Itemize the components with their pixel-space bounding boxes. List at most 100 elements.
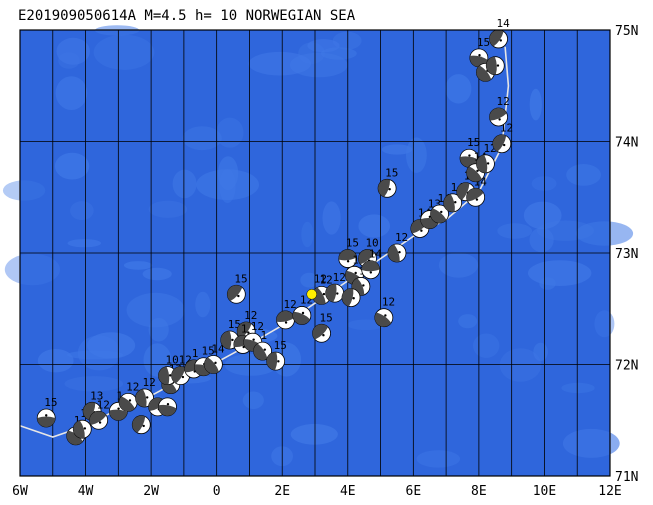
bathymetry-patch <box>332 31 362 50</box>
bathymetry-patch <box>2 180 46 201</box>
magnitude-label: 12 <box>126 380 139 393</box>
magnitude-label: 14 <box>211 343 225 356</box>
bathymetry-patch <box>561 382 595 394</box>
bathymetry-patch <box>445 74 472 104</box>
focal-mechanism[interactable] <box>131 415 151 435</box>
focal-mechanism[interactable]: 15 <box>338 237 359 268</box>
bathymetry-patch <box>416 450 461 468</box>
longitude-tick-label: 8E <box>471 484 487 499</box>
bathymetry-patch <box>300 272 319 288</box>
bathymetry-patch <box>528 260 592 286</box>
focal-mechanism[interactable]: 15 <box>469 36 490 68</box>
bathymetry-patch <box>242 391 264 410</box>
focal-mechanism[interactable]: 12 <box>489 95 510 127</box>
longitude-tick-label: 6W <box>12 484 28 499</box>
magnitude-label: 15 <box>385 166 398 179</box>
focal-mechanism[interactable]: 14 <box>361 248 383 280</box>
focal-mechanism[interactable] <box>485 56 505 76</box>
bathymetry-patch <box>320 47 357 60</box>
magnitude-label: 12 <box>395 231 408 244</box>
bathymetry-patch <box>142 267 172 281</box>
bathymetry-patch <box>497 223 533 239</box>
magnitude-label: 1 <box>241 322 248 335</box>
main-event-label: 12 <box>314 272 327 285</box>
bathymetry-patch <box>64 376 124 392</box>
focal-mechanism[interactable]: 12 <box>135 376 156 408</box>
bathymetry-patch <box>566 164 601 186</box>
focal-mechanism[interactable]: 12 <box>374 296 395 328</box>
bathymetry-patch <box>93 34 155 70</box>
focal-mechanism[interactable]: 12 <box>118 380 139 412</box>
longitude-axis: 6W 4W 2W 0 2E 4E 6E 8E 10E 12E <box>12 484 622 499</box>
magnitude-label: 15 <box>477 36 490 49</box>
magnitude-label: 14 <box>369 248 383 261</box>
focal-mechanism[interactable]: 15 <box>312 311 333 343</box>
bathymetry-patch <box>562 428 620 458</box>
bathymetry-patch <box>438 252 479 278</box>
bathymetry-patch <box>529 88 542 121</box>
bathymetry-patch <box>148 200 188 218</box>
focal-mechanism[interactable] <box>158 397 177 417</box>
latitude-tick-label: 72N <box>615 359 638 374</box>
bathymetry-patch <box>322 201 341 235</box>
magnitude-label: 13 <box>90 389 103 402</box>
focal-mechanism[interactable]: 15 <box>377 166 398 198</box>
focal-mechanism[interactable]: 1 <box>253 329 272 361</box>
focal-mechanism[interactable]: 12 <box>276 298 297 330</box>
bathymetry-patch <box>537 220 594 241</box>
latitude-tick-label: 73N <box>615 247 638 262</box>
bathymetry-patch <box>77 335 121 371</box>
bathymetry-patch <box>523 201 562 230</box>
magnitude-label: 15 <box>320 311 333 324</box>
bathymetry-patch <box>70 201 94 221</box>
focal-mechanism[interactable]: 14 <box>466 175 488 207</box>
magnitude-label: 12 <box>244 309 257 322</box>
bathymetry-patch <box>248 51 312 76</box>
focal-mechanism[interactable]: 10 <box>158 354 179 386</box>
map-border <box>19 29 611 477</box>
magnitude-label: 12 <box>320 273 333 286</box>
magnitude-label: 15 <box>234 272 247 285</box>
longitude-tick-label: 0 <box>213 484 221 499</box>
focal-mechanism[interactable]: 10 <box>358 237 379 268</box>
map-title: E201909050614A M=4.5 h= 10 NORWEGIAN SEA <box>18 8 356 24</box>
focal-mechanism-layer: 1511213121121213101211514151211211515121… <box>36 17 513 446</box>
bathymetry-patch <box>67 350 124 360</box>
bathymetry-patch <box>594 310 615 338</box>
longitude-tick-label: 2W <box>143 484 159 499</box>
focal-mechanism[interactable]: 15 <box>36 396 57 428</box>
bathymetry-patch <box>56 37 90 65</box>
focal-mechanism[interactable]: 15 <box>226 272 248 304</box>
bathymetry-patch <box>4 253 60 286</box>
focal-mechanism[interactable]: 12 <box>492 122 513 154</box>
focal-mechanism[interactable]: 14 <box>203 343 225 374</box>
main-event-layer: 12 <box>306 272 327 300</box>
focal-mechanism[interactable]: 12 <box>89 398 110 430</box>
focal-mechanism[interactable]: 14 <box>489 17 511 49</box>
bathymetry-patch <box>473 333 500 358</box>
bathymetry-patch <box>54 152 90 180</box>
magnitude-label: 15 <box>44 396 57 409</box>
bathymetry-patch <box>575 221 634 246</box>
magnitude-label: 15 <box>346 237 359 250</box>
focal-mechanism[interactable]: 15 <box>266 339 287 371</box>
bathymetry-patch <box>196 169 259 201</box>
focal-mechanism[interactable]: 12 <box>387 231 408 263</box>
latitude-axis: 75N 74N 73N 72N 71N <box>615 24 638 485</box>
bathymetry-patch <box>458 314 478 329</box>
bathymetry-patch <box>55 76 88 110</box>
magnitude-label: 12 <box>382 296 395 309</box>
magnitude-label: 12 <box>333 271 346 284</box>
focal-mechanism[interactable] <box>341 288 361 308</box>
magnitude-label: 1 <box>74 414 81 427</box>
bathymetry-patch <box>301 221 314 248</box>
bathymetry-patch <box>539 277 556 290</box>
magnitude-label: 14 <box>497 17 511 30</box>
bathymetry-patch <box>67 239 102 248</box>
bathymetry-patch <box>182 126 222 151</box>
main-event-marker[interactable] <box>306 289 317 300</box>
longitude-tick-label: 12E <box>598 484 621 499</box>
magnitude-label: 15 <box>274 339 287 352</box>
focal-mechanism[interactable]: 12 <box>325 271 346 303</box>
magnitude-label: 12 <box>497 95 510 108</box>
